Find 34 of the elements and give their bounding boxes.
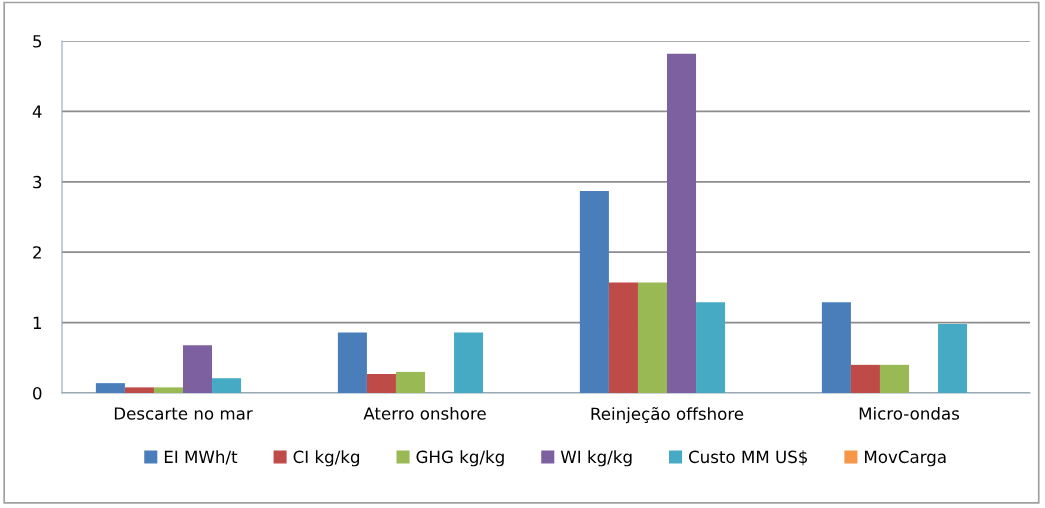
legend-label: CI kg/kg [293,450,360,467]
bar [608,282,638,393]
bar [454,332,484,393]
bar [212,378,242,393]
bar [395,371,425,393]
bar [124,387,154,393]
y-tick-label: 3 [33,175,42,189]
bar [153,387,183,393]
x-tick-label: Descarte no mar [114,407,253,420]
bar [579,190,609,393]
bar [850,364,880,393]
y-tick-label: 4 [32,105,42,118]
bar [667,53,697,393]
y-tick-label: 1 [33,316,42,329]
y-tick-label: 0 [33,386,42,400]
bar [879,364,909,393]
y-tick-label: 5 [33,35,42,48]
bar [938,324,968,393]
legend-label: WI kg/kg [560,450,632,467]
legend-label: GHG kg/kg [416,450,504,467]
x-tick-label: Aterro onshore [363,406,486,420]
bar [637,282,667,393]
bar [821,302,851,393]
bar [337,332,367,393]
legend-label: EI MWh/t [164,450,238,465]
x-tick-label: Reinjeção offshore [591,406,744,424]
x-tick-label: Micro-ondas [859,406,960,420]
legend-label: Custo MM US$ [688,450,808,466]
bar [183,345,213,393]
bar [366,373,396,393]
legend-label: MovCarga [865,450,946,467]
bar [696,302,726,393]
bar [95,383,125,393]
y-tick-label: 2 [33,246,41,259]
